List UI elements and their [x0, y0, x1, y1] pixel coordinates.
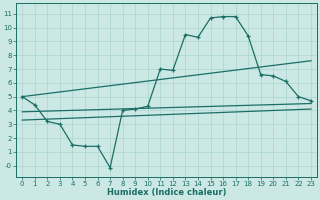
X-axis label: Humidex (Indice chaleur): Humidex (Indice chaleur) [107, 188, 226, 197]
